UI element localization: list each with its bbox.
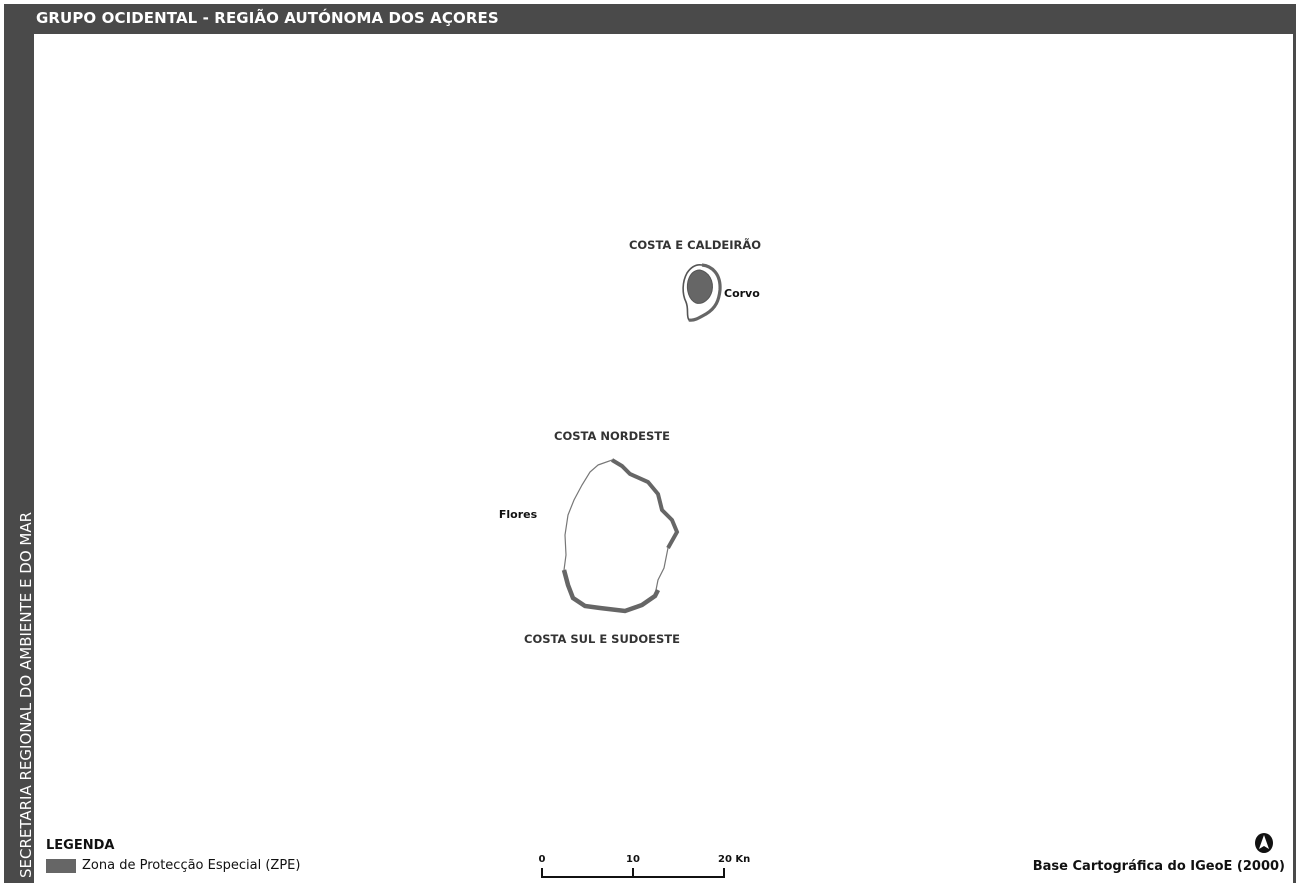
scale-label-10: 10 bbox=[626, 854, 640, 865]
corvo-zpe-area bbox=[686, 269, 713, 304]
legend-label-zpe: Zona de Protecção Especial (ZPE) bbox=[82, 858, 301, 873]
scale-label-20: 20 Kn bbox=[718, 854, 750, 865]
side-bar bbox=[4, 4, 34, 883]
zone-label-costa-nordeste: COSTA NORDESTE bbox=[554, 429, 670, 443]
scale-bar: 0 10 20 Kn bbox=[539, 854, 750, 878]
legend-item-zpe: Zona de Protecção Especial (ZPE) bbox=[46, 858, 300, 873]
map-attribution: Base Cartográfica do IGeoE (2000) bbox=[1032, 859, 1285, 874]
frame-right-edge bbox=[1293, 4, 1296, 883]
zone-label-costa-sul-sudoeste: COSTA SUL E SUDOESTE bbox=[524, 632, 680, 646]
title-bar bbox=[4, 4, 1296, 34]
zone-label-costa-caldeirao: COSTA E CALDEIRÃO bbox=[629, 237, 761, 252]
map-title: GRUPO OCIDENTAL - REGIÃO AUTÓNOMA DOS AÇ… bbox=[36, 9, 499, 27]
island-label-flores: Flores bbox=[499, 508, 538, 521]
corvo-zpe-coast bbox=[688, 263, 722, 322]
flores-zpe-northeast bbox=[610, 458, 680, 549]
legend-title: LEGENDA bbox=[46, 838, 115, 853]
flores-outline bbox=[563, 459, 678, 612]
scale-label-0: 0 bbox=[539, 854, 546, 865]
flores-zpe-south bbox=[561, 569, 661, 614]
legend-swatch-zpe bbox=[46, 858, 76, 873]
island-label-corvo: Corvo bbox=[724, 287, 760, 300]
flores-island bbox=[561, 458, 680, 614]
north-arrow-icon bbox=[1255, 833, 1273, 853]
corvo-island bbox=[682, 263, 722, 322]
